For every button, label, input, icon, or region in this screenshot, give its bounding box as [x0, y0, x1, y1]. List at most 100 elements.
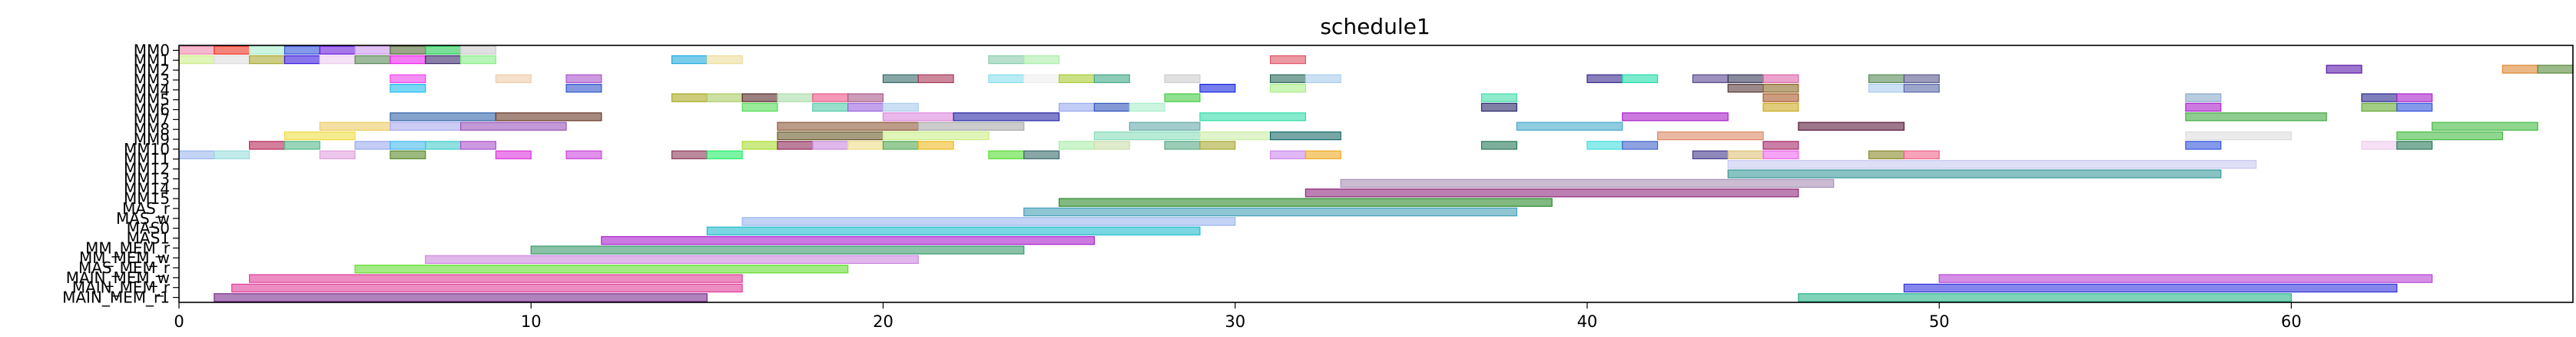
y-tick-label: MM10: [124, 140, 170, 158]
task-bar: [1058, 102, 1096, 112]
task-bar: [178, 55, 215, 65]
x-tick-label: 40: [1577, 312, 1598, 331]
task-bar: [1586, 74, 1623, 83]
task-bar: [390, 74, 426, 83]
task-bar: [1868, 83, 1905, 93]
task-bar: [2185, 141, 2222, 150]
task-bar: [812, 141, 849, 150]
y-tick-label: MM12: [124, 160, 170, 179]
task-bar: [283, 45, 320, 55]
task-bar: [495, 112, 602, 122]
chart-title: schedule1: [1320, 14, 1430, 39]
task-bar: [2501, 65, 2538, 74]
y-tick-label: MAS_w: [116, 209, 170, 228]
task-bar: [1023, 74, 1060, 83]
task-bar: [1199, 112, 1306, 122]
y-tick-label: MAS1: [127, 229, 170, 248]
task-bar: [1762, 93, 1799, 102]
x-tick-label: 60: [2281, 312, 2302, 331]
task-bar: [1868, 150, 1905, 159]
task-bar: [1903, 283, 2398, 293]
task-bar: [777, 122, 919, 131]
task-bar: [1199, 131, 1271, 141]
y-tick-label: MM1: [134, 51, 170, 69]
task-bar: [319, 45, 356, 55]
task-bar: [1798, 122, 1905, 131]
task-bar: [882, 102, 919, 112]
y-tick-label: MM4: [134, 81, 170, 99]
task-bar: [390, 112, 497, 122]
task-bar: [390, 83, 426, 93]
task-bar: [1199, 141, 1236, 150]
y-tick-label: MM11: [124, 150, 170, 168]
task-bar: [231, 283, 743, 293]
task-bar: [671, 150, 708, 159]
task-bar: [2185, 102, 2222, 112]
task-bar: [249, 45, 286, 55]
x-tick-label: 0: [174, 312, 184, 331]
task-bar: [1340, 179, 1835, 189]
y-tick-label: MAIN_MEM_r: [72, 279, 171, 297]
task-bar: [1586, 141, 1623, 150]
task-bar: [1762, 141, 1799, 150]
task-bar: [2396, 141, 2433, 150]
x-axis-ticks: 0 10 20 30 40 50 60: [174, 302, 2302, 331]
task-bar: [565, 83, 602, 93]
task-bar: [2185, 93, 2222, 102]
task-bar: [2361, 93, 2398, 102]
task-bar: [671, 93, 708, 102]
task-bar: [283, 131, 356, 141]
task-bar: [812, 93, 849, 102]
task-bar: [1305, 74, 1341, 83]
task-bar: [1058, 74, 1096, 83]
x-tick-label: 30: [1225, 312, 1245, 331]
task-bar: [459, 141, 497, 150]
task-bar: [1269, 74, 1306, 83]
plot-frame: [178, 45, 2574, 303]
task-bar: [1656, 131, 1764, 141]
task-bar: [988, 74, 1025, 83]
task-bar: [2361, 102, 2398, 112]
task-bar: [178, 150, 215, 159]
task-bar: [741, 217, 1236, 226]
task-bar: [425, 45, 462, 55]
task-bar: [214, 45, 250, 55]
task-bar: [1093, 74, 1130, 83]
task-bar: [354, 141, 391, 150]
task-bar: [319, 122, 391, 131]
task-bar: [1058, 141, 1096, 150]
task-bar: [283, 55, 320, 65]
task-bar: [917, 122, 1025, 131]
y-tick-label: MM2: [134, 61, 170, 79]
task-bar: [1269, 55, 1306, 65]
task-bar: [1305, 189, 1799, 198]
task-bar: [390, 45, 426, 55]
task-bar: [1727, 83, 1764, 93]
task-bar: [847, 141, 884, 150]
task-bar: [1727, 150, 1764, 159]
y-tick-label: MM13: [124, 169, 170, 188]
task-bar: [390, 55, 426, 65]
task-bar: [1727, 169, 2222, 179]
task-bar: [354, 55, 391, 65]
task-bar: [2185, 131, 2293, 141]
task-bar: [882, 131, 990, 141]
task-bar: [319, 55, 356, 65]
task-bar: [1058, 198, 1553, 207]
task-bar: [1093, 141, 1130, 150]
task-bar: [2396, 131, 2503, 141]
task-bar: [283, 141, 320, 150]
task-bar: [425, 141, 462, 150]
x-tick-label: 50: [1929, 312, 1950, 331]
task-bar: [601, 235, 1096, 245]
y-tick-label: MM_MEM_r: [85, 239, 171, 257]
task-bar: [1762, 74, 1799, 83]
task-bar: [706, 55, 743, 65]
task-bar: [178, 45, 215, 55]
task-bar: [1164, 141, 1201, 150]
task-bar: [1762, 102, 1799, 112]
y-tick-label: MM6: [134, 101, 170, 119]
task-bar: [1480, 141, 1517, 150]
